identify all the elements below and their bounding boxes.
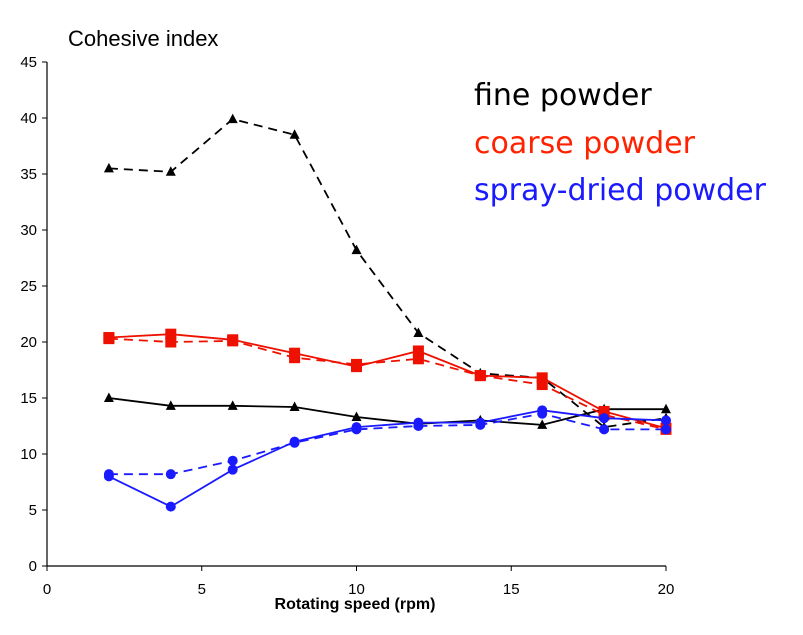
data-point-circle <box>351 422 362 433</box>
data-point-triangle <box>661 403 671 414</box>
data-point-circle <box>475 417 486 428</box>
data-point-square <box>351 361 362 373</box>
series-spray-dried-powder-dashed <box>103 408 671 480</box>
y-tick-label: 30 <box>20 222 37 239</box>
y-ticks: 0 5 10 15 20 25 30 35 40 45 <box>20 54 47 575</box>
x-tick-label: 0 <box>43 581 51 598</box>
series-fine-powder-solid <box>103 392 671 429</box>
y-tick-label: 40 <box>20 110 37 127</box>
series-line <box>108 337 667 431</box>
data-point-square <box>289 347 301 359</box>
y-tick-label: 10 <box>20 446 37 463</box>
data-point-circle <box>413 417 424 428</box>
series-line <box>108 412 666 476</box>
data-point-square <box>227 334 239 346</box>
data-point-square <box>165 336 177 348</box>
x-tick-label: 15 <box>503 581 520 598</box>
x-ticks: 0 5 10 15 20 <box>43 566 675 598</box>
y-tick-label: 15 <box>20 390 37 407</box>
y-tick-label: 35 <box>20 166 37 183</box>
data-point-circle <box>537 405 548 416</box>
series-group <box>103 113 672 512</box>
data-point-triangle <box>165 400 176 410</box>
series-line <box>108 409 667 508</box>
data-point-circle <box>227 455 238 466</box>
x-axis-label: Rotating speed (rpm) <box>275 596 436 613</box>
data-point-circle <box>661 415 671 426</box>
y-tick-label: 25 <box>20 278 37 295</box>
legend-item: spray-dried powder <box>474 173 767 208</box>
y-tick-label: 20 <box>20 334 37 351</box>
data-point-circle <box>289 436 300 447</box>
x-tick-label: 10 <box>348 581 365 598</box>
data-point-circle <box>227 464 238 475</box>
y-axis-label: Cohesive index <box>68 26 218 51</box>
data-point-triangle <box>537 419 548 429</box>
data-point-circle <box>165 469 176 480</box>
x-tick-label: 20 <box>658 581 675 598</box>
data-point-triangle <box>227 400 238 410</box>
series-line <box>108 333 667 430</box>
data-point-circle <box>661 424 671 435</box>
data-point-triangle <box>227 113 238 124</box>
legend-item: fine powder <box>474 78 652 113</box>
data-point-triangle <box>413 327 424 338</box>
data-point-triangle <box>103 162 114 173</box>
data-point-circle <box>165 501 176 512</box>
data-point-triangle <box>289 401 300 411</box>
data-point-circle <box>599 413 610 424</box>
series-line <box>108 397 666 426</box>
data-point-square <box>598 405 610 417</box>
data-point-square <box>165 328 177 340</box>
data-point-triangle <box>351 411 362 422</box>
data-point-triangle <box>165 166 176 176</box>
data-point-triangle <box>351 244 362 255</box>
legend-item: coarse powder <box>474 126 696 161</box>
data-point-triangle <box>103 392 114 402</box>
data-point-square <box>536 372 548 384</box>
series-fine-powder-dashed <box>103 113 671 432</box>
series-coarse-powder-solid <box>103 328 672 434</box>
data-point-square <box>412 353 424 365</box>
y-tick-label: 5 <box>29 502 37 519</box>
data-point-square <box>103 332 115 344</box>
data-point-square <box>412 345 424 357</box>
data-point-square <box>536 379 548 391</box>
series-spray-dried-powder-solid <box>103 405 671 512</box>
data-point-circle <box>599 424 610 435</box>
series-line <box>108 118 667 429</box>
y-tick-label: 45 <box>20 54 37 71</box>
y-tick-label: 0 <box>29 558 37 575</box>
legend: fine powder coarse powder spray-dried powd… <box>474 78 767 208</box>
x-tick-label: 5 <box>198 581 206 598</box>
data-point-triangle <box>289 129 300 139</box>
data-point-square <box>474 370 486 382</box>
data-point-circle <box>103 471 114 482</box>
